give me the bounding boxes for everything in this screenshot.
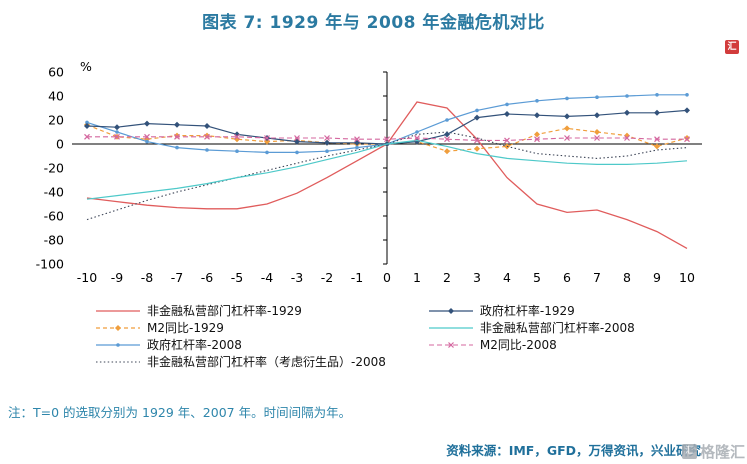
legend-column: 政府杠杆率-1929 非金融私营部门杠杆率-2008 M2同比-2008 (428, 302, 635, 370)
svg-text:-60: -60 (44, 209, 64, 224)
legend-line-sample (96, 309, 140, 312)
legend-column: 非金融私营部门杠杆率-1929 M2同比-1929 政府杠杆率-2008 非金融私营部… (95, 302, 386, 370)
svg-text:-4: -4 (261, 270, 274, 285)
legend-label: 政府杠杆率-2008 (147, 338, 242, 352)
svg-text:-8: -8 (141, 270, 154, 285)
legend-label: 政府杠杆率-1929 (479, 304, 575, 318)
svg-text:4: 4 (503, 270, 511, 285)
svg-text:-20: -20 (44, 161, 64, 176)
data-source: 资料来源：IMF，GFD，万得资讯，兴业研究 (446, 443, 701, 458)
svg-text:-100: -100 (36, 257, 64, 272)
legend-item: M2同比-1929 (95, 319, 386, 336)
svg-text:-5: -5 (231, 270, 243, 285)
legend-line-sample (428, 307, 473, 314)
watermark-text: 格隆汇 (699, 443, 745, 461)
legend-item: 非金融私营部门杠杆率-2008 (428, 319, 635, 336)
svg-text:9: 9 (653, 270, 661, 285)
svg-text:7: 7 (593, 270, 601, 285)
watermark-logo-icon: 汇 (681, 444, 697, 459)
legend-item: 政府杠杆率-1929 (428, 302, 635, 319)
svg-text:-3: -3 (291, 270, 303, 285)
watermark: 汇 格隆汇 (681, 441, 745, 462)
legend-label: M2同比-2008 (479, 338, 557, 352)
svg-text:40: 40 (48, 89, 64, 104)
chart-area: 60 40 20 0 -20 -40 -60 -80 -100% -10 -9 -8 -7 -6 -5 -4-… (0, 58, 747, 298)
svg-text:6: 6 (563, 270, 571, 285)
legend-line-sample (96, 324, 140, 331)
svg-text:10: 10 (679, 270, 695, 285)
svg-text:20: 20 (48, 113, 64, 128)
svg-text:1: 1 (413, 270, 421, 285)
svg-text:2: 2 (443, 270, 451, 285)
svg-text:5: 5 (533, 270, 541, 285)
svg-text:8: 8 (623, 270, 631, 285)
svg-text:-10: -10 (77, 270, 97, 285)
svg-text:60: 60 (48, 65, 64, 80)
legend-line-sample (96, 342, 140, 347)
svg-text:-6: -6 (201, 270, 214, 285)
svg-text:-1: -1 (351, 270, 363, 285)
svg-text:%: % (80, 59, 92, 74)
footnote: 注：T=0 的选取分别为 1929 年、2007 年。时间间隔为年。 (8, 405, 352, 420)
legend-item: 非金融私营部门杠杆率（考虑衍生品）-2008 (95, 353, 386, 370)
svg-text:3: 3 (473, 270, 481, 285)
svg-text:-2: -2 (321, 270, 333, 285)
svg-text:-7: -7 (171, 270, 183, 285)
legend-line-sample (428, 326, 473, 329)
site-logo-icon: 汇 (725, 40, 739, 54)
legend-label: 非金融私营部门杠杆率（考虑衍生品）-2008 (147, 355, 386, 369)
svg-text:0: 0 (56, 137, 64, 152)
legend-item: 非金融私营部门杠杆率-1929 (95, 302, 386, 319)
legend-line-sample (428, 341, 473, 348)
legend-line-sample (96, 360, 140, 363)
legend-item: 政府杠杆率-2008 (95, 336, 386, 353)
svg-text:0: 0 (383, 270, 391, 285)
svg-text:-40: -40 (44, 185, 64, 200)
legend-label: 非金融私营部门杠杆率-1929 (147, 304, 302, 318)
svg-text:-9: -9 (111, 270, 124, 285)
legend-item: M2同比-2008 (428, 336, 635, 353)
chart-legend: 非金融私营部门杠杆率-1929 M2同比-1929 政府杠杆率-2008 非金融私营部… (95, 302, 635, 370)
chart-title: 图表 7: 1929 年与 2008 年金融危机对比 (202, 13, 545, 33)
legend-label: M2同比-1929 (147, 321, 224, 335)
legend-label: 非金融私营部门杠杆率-2008 (479, 321, 635, 335)
svg-text:-80: -80 (44, 233, 64, 248)
